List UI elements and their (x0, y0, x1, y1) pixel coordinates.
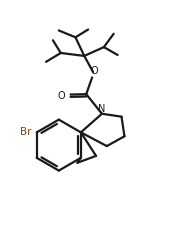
Text: N: N (98, 103, 106, 113)
Text: Br: Br (20, 127, 32, 137)
Text: O: O (57, 90, 65, 100)
Text: O: O (90, 65, 98, 75)
